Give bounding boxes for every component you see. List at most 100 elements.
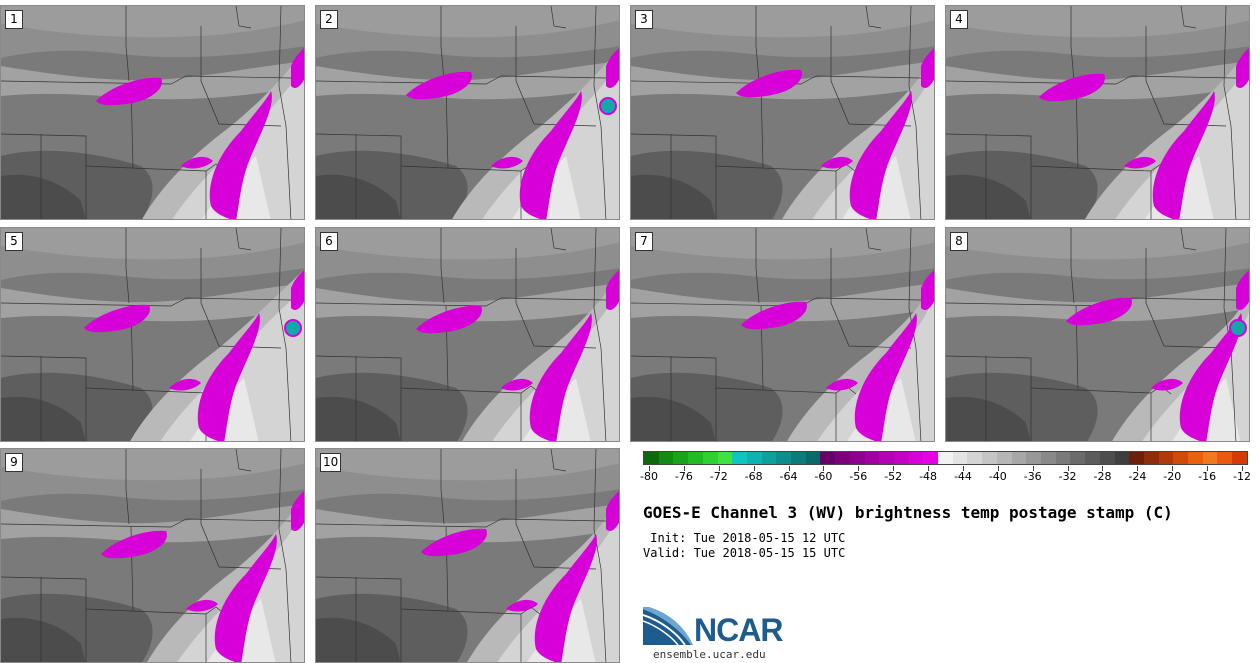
- colorbar-tick-label: -16: [1198, 470, 1217, 483]
- panel-label: 3: [635, 10, 653, 29]
- colorbar-tick-label: -52: [884, 470, 903, 483]
- colorbar-swatch: [938, 452, 953, 464]
- colorbar-tick: [753, 466, 755, 471]
- colorbar-tick: [1067, 466, 1069, 471]
- panel-label: 9: [5, 453, 23, 472]
- colorbar-tick-label: -68: [744, 470, 763, 483]
- panel-4: 4: [945, 5, 1250, 220]
- colorbar-swatch: [791, 452, 806, 464]
- colorbar-swatch: [1158, 452, 1174, 464]
- colorbar-tick-label: -28: [1093, 470, 1112, 483]
- satellite-map: [631, 6, 934, 219]
- colorbar-swatch: [1217, 452, 1233, 464]
- colorbar-swatch: [982, 452, 997, 464]
- colorbar-tick: [1137, 466, 1139, 471]
- colorbar-tick: [1242, 466, 1243, 471]
- colorbar-swatch: [1070, 452, 1086, 464]
- colorbar-tick: [683, 466, 685, 471]
- colorbar-tick: [1172, 466, 1174, 471]
- ncar-logo-icon: [643, 607, 693, 646]
- panel-5: 5: [0, 227, 305, 442]
- colorbar-swatch: [835, 452, 850, 464]
- colorbar-tick: [649, 466, 650, 471]
- colorbar-tick-label: -40: [988, 470, 1007, 483]
- satellite-map: [1, 228, 304, 441]
- panel-10: 10: [315, 448, 620, 663]
- satellite-map: [316, 449, 619, 662]
- colorbar-swatch: [717, 452, 733, 464]
- colorbar-tick-label: -24: [1128, 470, 1147, 483]
- colorbar-swatch: [1085, 452, 1100, 464]
- colorbar-swatch: [761, 452, 777, 464]
- colorbar-swatch: [746, 452, 762, 464]
- colorbar-tick-label: -36: [1023, 470, 1042, 483]
- panel-6: 6: [315, 227, 620, 442]
- init-time: Init: Tue 2018-05-15 12 UTC: [643, 531, 846, 545]
- colorbar-swatch: [864, 452, 880, 464]
- colorbar-swatch: [849, 452, 865, 464]
- colorbar-swatch: [688, 452, 703, 464]
- panel-label: 1: [5, 10, 23, 29]
- colorbar-swatch: [1232, 452, 1247, 464]
- panel-label: 8: [950, 232, 968, 251]
- colorbar-tick-label: -60: [814, 470, 833, 483]
- colorbar-tick: [997, 466, 999, 471]
- panel-label: 5: [5, 232, 23, 251]
- colorbar-swatch: [820, 452, 836, 464]
- figure-title: GOES-E Channel 3 (WV) brightness temp po…: [643, 503, 1173, 522]
- colorbar-tick-label: -80: [640, 470, 658, 483]
- colorbar-swatch: [923, 452, 939, 464]
- colorbar-tick: [718, 466, 720, 471]
- colorbar-swatch: [893, 452, 909, 464]
- panel-8: 8: [945, 227, 1250, 442]
- colorbar-swatch: [1040, 452, 1056, 464]
- colorbar-swatch: [644, 452, 659, 464]
- satellite-map: [631, 228, 934, 441]
- colorbar-labels: -80 -76 -72 -68 -64 -60 -56 -52 -48 -44 -40 -36 -32 -…: [640, 470, 1251, 484]
- colorbar-tick: [893, 466, 895, 471]
- colorbar-swatch: [673, 452, 689, 464]
- panel-label: 2: [320, 10, 338, 29]
- colorbar-tick-label: -64: [779, 470, 798, 483]
- colorbar-tick: [1032, 466, 1034, 471]
- colorbar-tick: [823, 466, 825, 471]
- colorbar-tick-label: -20: [1163, 470, 1182, 483]
- colorbar-swatch: [805, 452, 821, 464]
- colorbar-tick: [928, 466, 930, 471]
- colorbar-swatch: [776, 452, 792, 464]
- panel-label: 6: [320, 232, 338, 251]
- colorbar-swatch: [1026, 452, 1041, 464]
- colorbar-swatch: [1099, 452, 1115, 464]
- colorbar: [643, 451, 1248, 465]
- panel-2: 2: [315, 5, 620, 220]
- colorbar-swatch: [952, 452, 968, 464]
- panel-label: 7: [635, 232, 653, 251]
- colorbar-swatch: [1114, 452, 1130, 464]
- colorbar-tick-label: -48: [919, 470, 938, 483]
- panel-3: 3: [630, 5, 935, 220]
- colorbar-tick: [1207, 466, 1209, 471]
- colorbar-swatch: [1202, 452, 1218, 464]
- panel-9: 9: [0, 448, 305, 663]
- colorbar-swatch: [1143, 452, 1159, 464]
- valid-time: Valid: Tue 2018-05-15 15 UTC: [643, 546, 846, 560]
- colorbar-tick-label: -76: [674, 470, 693, 483]
- colorbar-swatch: [1011, 452, 1027, 464]
- colorbar-tick-label: -12: [1233, 470, 1251, 483]
- colorbar-swatch: [967, 452, 983, 464]
- site-url: ensemble.ucar.edu: [653, 648, 766, 661]
- colorbar-swatch: [702, 452, 718, 464]
- colorbar-swatch: [908, 452, 924, 464]
- colorbar-tick: [1102, 466, 1104, 471]
- colorbar-tick: [788, 466, 790, 471]
- colorbar-tick: [858, 466, 860, 471]
- panel-label: 4: [950, 10, 968, 29]
- colorbar-swatch: [996, 452, 1012, 464]
- satellite-map: [946, 6, 1249, 219]
- satellite-map: [1, 6, 304, 219]
- colorbar-swatch: [658, 452, 674, 464]
- colorbar-swatch: [1129, 452, 1144, 464]
- colorbar-tick-label: -44: [953, 470, 972, 483]
- colorbar-ticks: [643, 466, 1248, 472]
- colorbar-swatch: [1173, 452, 1189, 464]
